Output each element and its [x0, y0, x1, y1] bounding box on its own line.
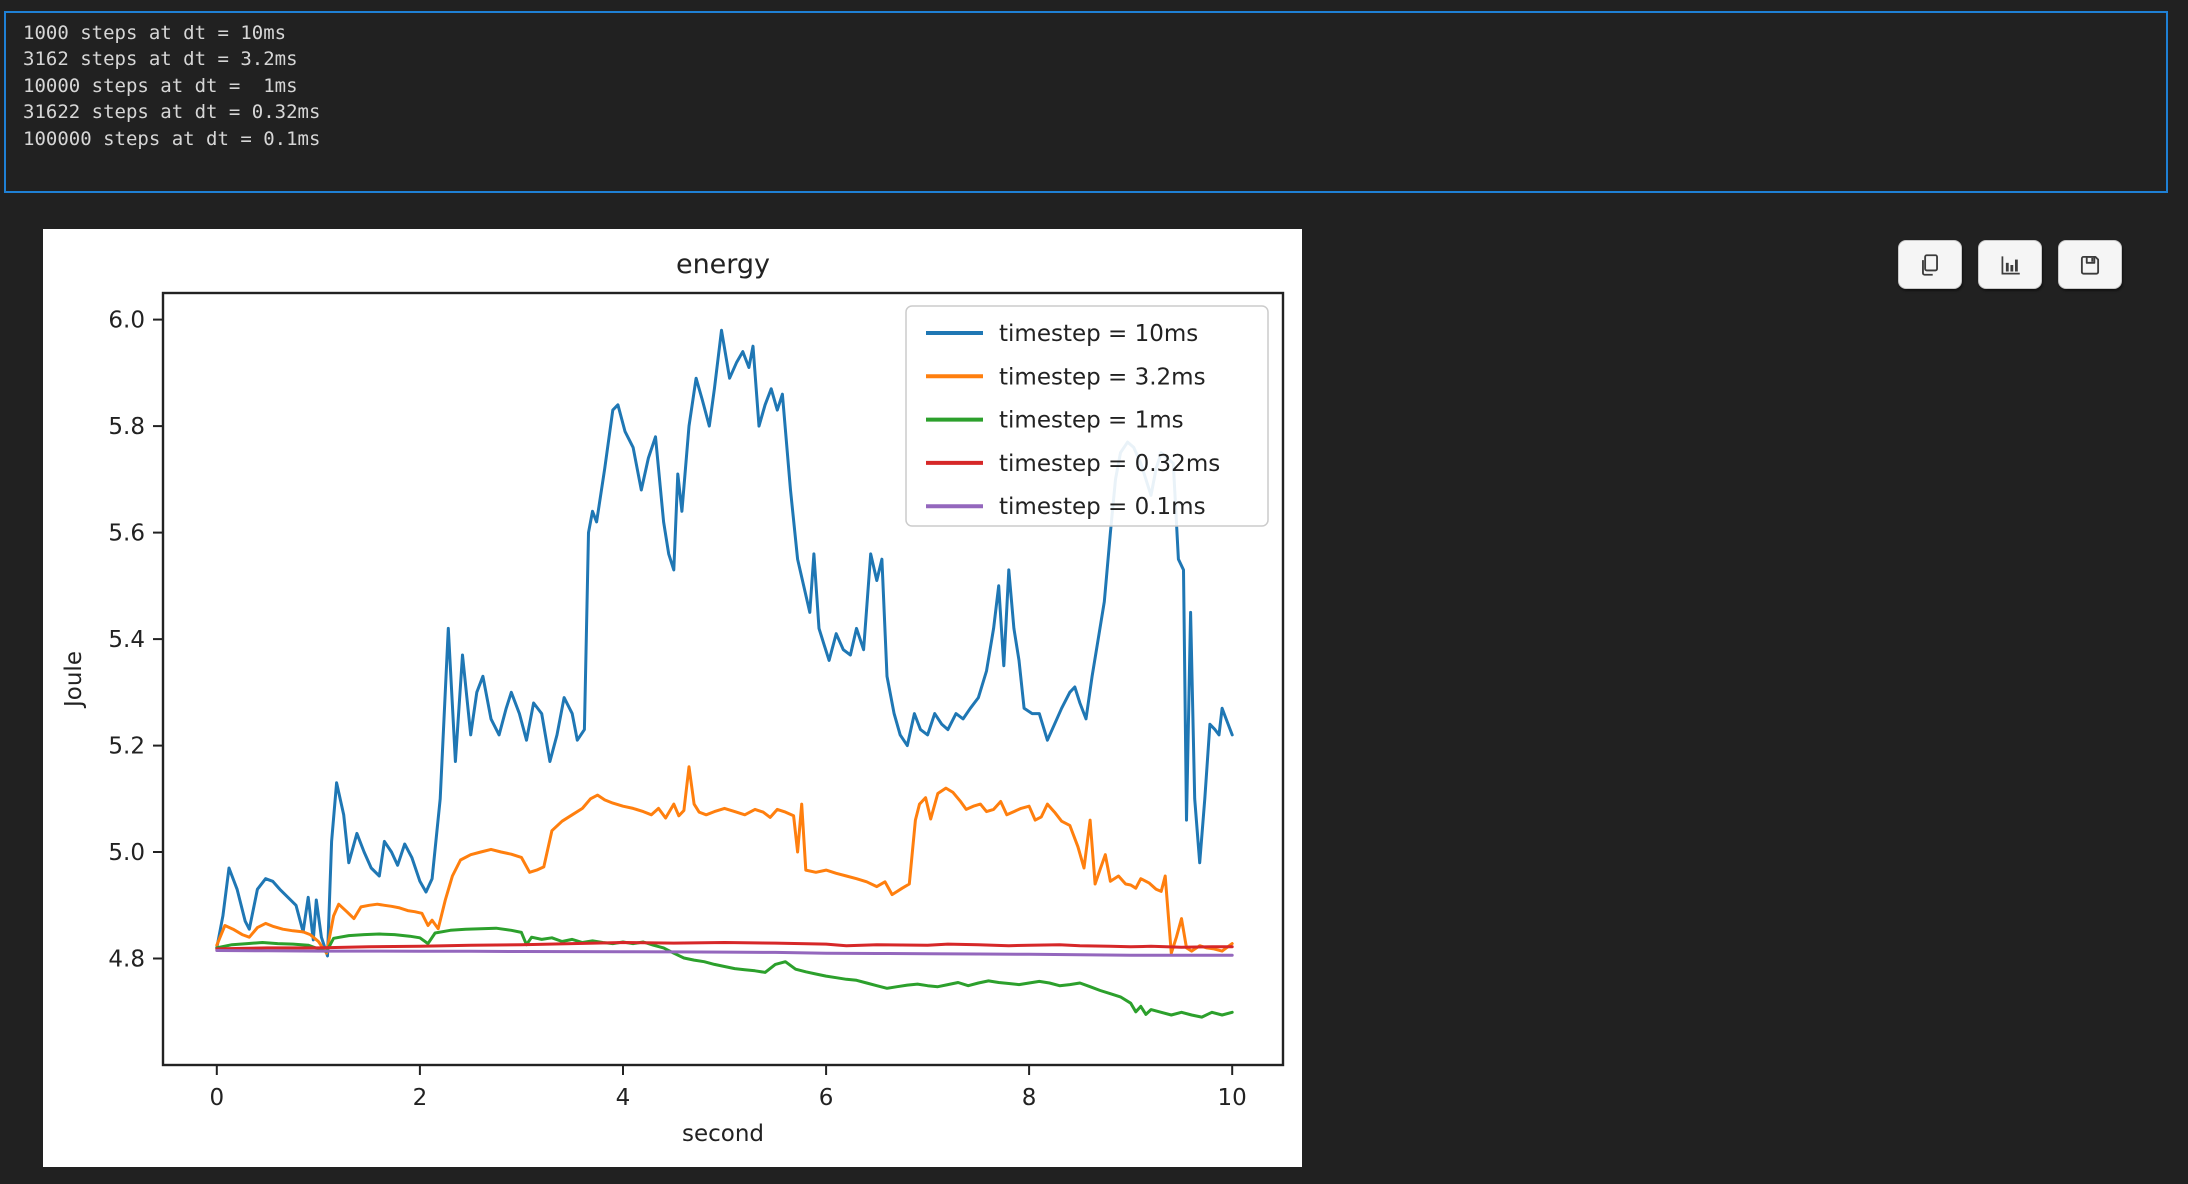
console-output: 1000 steps at dt = 10ms 3162 steps at dt…	[6, 13, 2166, 152]
y-tick-label: 4.8	[108, 947, 145, 973]
console-line: 100000 steps at dt = 0.1ms	[23, 127, 321, 150]
series-line-timestep-3.2ms	[215, 765, 1234, 955]
legend: timestep = 10ms timestep = 3.2ms timestep …	[905, 305, 1269, 527]
y-tick-label: 5.2	[108, 734, 145, 760]
series-line-timestep-10ms	[215, 328, 1234, 958]
copy-output-button[interactable]	[1898, 240, 1962, 289]
x-tick-label: 0	[209, 1085, 224, 1111]
y-tick-label: 6.0	[108, 308, 145, 334]
plot-border	[161, 291, 1285, 1067]
console-line: 1000 steps at dt = 10ms	[23, 22, 287, 44]
legend-label-timestep-0.32ms: timestep = 0.32ms	[999, 451, 1220, 477]
legend-label-timestep-0.1ms: timestep = 0.1ms	[999, 494, 1206, 520]
series-layer	[215, 328, 1234, 1019]
console-line: 3162 steps at dt = 3.2ms	[23, 48, 298, 71]
y-axis-label: Joule	[61, 651, 87, 709]
series-line-timestep-0.1ms	[215, 949, 1234, 957]
ticks-layer: 0 2 4 6 8 10 4.8 5.0 5.2 5.4 5.6 5.8 6.0	[108, 308, 1246, 1111]
chart-title: energy	[676, 249, 770, 280]
bar-chart-icon	[2001, 255, 2020, 275]
y-tick-label: 5.8	[108, 414, 145, 440]
legend-label-timestep-1ms: timestep = 1ms	[999, 408, 1184, 434]
console-line: 31622 steps at dt = 0.32ms	[23, 101, 321, 124]
output-toolbar	[1898, 240, 2122, 289]
console-output-cell[interactable]: 1000 steps at dt = 10ms 3162 steps at dt…	[4, 11, 2168, 193]
series-line-timestep-0.32ms	[215, 941, 1234, 951]
x-tick-label: 4	[616, 1085, 631, 1111]
energy-chart: energy 0 2 4 6 8 10 4.8 5.0 5.2 5.4 5.6 5.8 6.0 seco…	[61, 249, 1285, 1147]
x-tick-label: 6	[819, 1085, 834, 1111]
save-icon	[2080, 255, 2100, 275]
y-tick-label: 5.4	[108, 627, 145, 653]
copy-icon	[1922, 253, 1938, 276]
energy-chart-figure: energy 0 2 4 6 8 10 4.8 5.0 5.2 5.4 5.6 5.8 6.0 seco…	[43, 229, 1302, 1167]
legend-box	[905, 305, 1269, 527]
x-tick-label: 2	[413, 1085, 428, 1111]
y-tick-label: 5.6	[108, 521, 145, 547]
x-tick-label: 10	[1218, 1085, 1247, 1111]
x-tick-label: 8	[1022, 1085, 1037, 1111]
chart-settings-button[interactable]	[1978, 240, 2042, 289]
console-line: 10000 steps at dt = 1ms	[23, 74, 298, 97]
x-axis-label: second	[682, 1121, 764, 1147]
series-line-timestep-1ms	[215, 926, 1234, 1019]
legend-label-timestep-3.2ms: timestep = 3.2ms	[999, 364, 1206, 390]
legend-label-timestep-10ms: timestep = 10ms	[999, 321, 1198, 347]
save-chart-button[interactable]	[2058, 240, 2122, 289]
y-tick-label: 5.0	[108, 840, 145, 866]
